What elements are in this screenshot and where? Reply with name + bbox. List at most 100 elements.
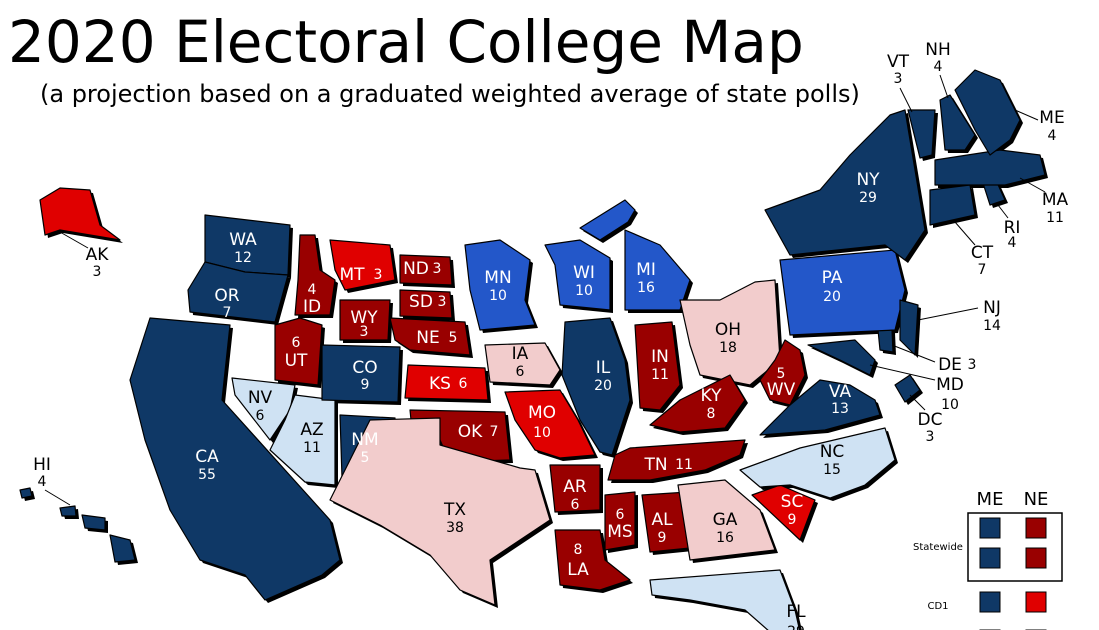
state bbox=[549, 464, 601, 513]
state-abbr: SC bbox=[781, 492, 804, 512]
electoral-votes: 16 bbox=[637, 280, 655, 296]
electoral-votes: 4 bbox=[308, 282, 317, 298]
district-legend: MENEStatewideCD1CD2 bbox=[913, 489, 1063, 630]
state bbox=[19, 487, 33, 499]
state bbox=[129, 317, 341, 601]
state-abbr: SD bbox=[409, 292, 433, 312]
state-abbr: RI bbox=[1004, 218, 1021, 238]
electoral-votes: 29 bbox=[787, 624, 805, 630]
state-abbr: IL bbox=[596, 358, 611, 378]
electoral-votes: 4 bbox=[1008, 235, 1017, 251]
state bbox=[59, 505, 77, 517]
state bbox=[877, 329, 894, 353]
state bbox=[807, 339, 876, 376]
state-abbr: UT bbox=[285, 351, 308, 371]
state bbox=[764, 109, 926, 261]
state-abbr: DC bbox=[918, 410, 943, 430]
electoral-votes: 6 bbox=[292, 335, 301, 351]
electoral-votes: 6 bbox=[571, 497, 580, 513]
state bbox=[231, 377, 296, 441]
electoral-votes: 10 bbox=[941, 397, 959, 413]
electoral-votes: 12 bbox=[234, 250, 252, 266]
state bbox=[464, 239, 536, 331]
state-abbr: NC bbox=[820, 442, 845, 462]
state-abbr: CA bbox=[195, 447, 219, 467]
state bbox=[109, 534, 136, 563]
electoral-votes: 4 bbox=[38, 474, 47, 490]
electoral-votes: 8 bbox=[574, 542, 583, 558]
state-abbr: KS bbox=[429, 374, 451, 394]
electoral-votes: 3 bbox=[926, 429, 935, 445]
state-abbr: OK bbox=[458, 422, 483, 442]
electoral-votes: 3 bbox=[374, 267, 383, 283]
state bbox=[329, 239, 396, 291]
state bbox=[81, 514, 106, 531]
state-abbr: MS bbox=[607, 522, 632, 542]
leader-line bbox=[899, 87, 913, 113]
state bbox=[274, 317, 323, 386]
leader-line bbox=[1019, 177, 1046, 193]
state-abbr: MN bbox=[484, 268, 511, 288]
legend-swatch bbox=[979, 547, 1001, 569]
state bbox=[751, 484, 816, 541]
state bbox=[399, 254, 453, 286]
leader-line bbox=[891, 344, 936, 363]
leader-line bbox=[869, 364, 936, 381]
electoral-votes: 10 bbox=[533, 425, 551, 441]
state bbox=[624, 229, 691, 311]
state bbox=[759, 379, 881, 436]
state-abbr: GA bbox=[713, 510, 738, 530]
state-abbr: ID bbox=[303, 297, 321, 317]
electoral-votes: 10 bbox=[489, 288, 507, 304]
electoral-votes: 6 bbox=[256, 408, 265, 424]
state bbox=[294, 234, 336, 316]
state-abbr: NJ bbox=[983, 298, 1001, 318]
state-abbr: AR bbox=[563, 477, 587, 497]
state-abbr: AZ bbox=[300, 420, 323, 440]
electoral-votes: 18 bbox=[719, 340, 737, 356]
state bbox=[399, 289, 453, 319]
state-abbr: AL bbox=[651, 510, 673, 530]
legend-swatch bbox=[979, 591, 1001, 613]
state-abbr: IN bbox=[651, 347, 669, 367]
electoral-votes: 6 bbox=[459, 376, 468, 392]
electoral-votes: 3 bbox=[93, 264, 102, 280]
legend-swatch bbox=[1025, 517, 1047, 539]
state-abbr: KY bbox=[701, 386, 723, 406]
state bbox=[561, 317, 631, 456]
state-abbr: NM bbox=[351, 430, 378, 450]
electoral-votes: 7 bbox=[223, 305, 232, 321]
leader-line bbox=[917, 307, 979, 321]
state bbox=[894, 374, 921, 403]
electoral-votes: 11 bbox=[651, 367, 669, 383]
leader-line bbox=[997, 204, 1009, 219]
leader-line bbox=[1014, 109, 1039, 121]
electoral-votes: 7 bbox=[490, 424, 499, 440]
state bbox=[899, 299, 919, 356]
legend-swatch bbox=[1025, 547, 1047, 569]
state-abbr: CT bbox=[971, 243, 994, 263]
state-abbr: VT bbox=[887, 52, 910, 72]
state-abbr: CO bbox=[352, 358, 377, 378]
electoral-votes: 38 bbox=[446, 520, 464, 536]
state bbox=[39, 187, 121, 241]
state bbox=[579, 199, 636, 241]
state-abbr: FL bbox=[786, 602, 806, 622]
electoral-votes: 6 bbox=[616, 507, 625, 523]
electoral-votes: 9 bbox=[361, 377, 370, 393]
legend-column: NE bbox=[1024, 489, 1049, 510]
state-abbr: IA bbox=[512, 344, 529, 364]
state-abbr: MT bbox=[339, 265, 365, 285]
leader-line bbox=[939, 74, 949, 99]
legend-swatch bbox=[1025, 591, 1047, 613]
state-abbr: VA bbox=[829, 382, 852, 402]
electoral-votes: 16 bbox=[716, 530, 734, 546]
state bbox=[649, 569, 801, 630]
legend-swatch bbox=[979, 517, 1001, 539]
state bbox=[484, 342, 561, 386]
electoral-votes: 11 bbox=[675, 457, 693, 473]
state-abbr: HI bbox=[33, 455, 51, 475]
state-abbr: MO bbox=[528, 403, 556, 423]
state bbox=[677, 479, 776, 561]
